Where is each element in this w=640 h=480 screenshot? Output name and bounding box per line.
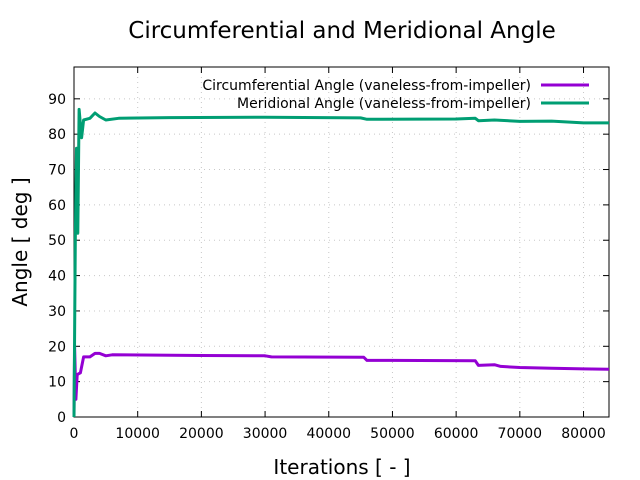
y-tick-label: 30: [48, 304, 66, 320]
x-tick-label: 60000: [434, 426, 479, 442]
legend-label-circumferential: Circumferential Angle (vaneless-from-imp…: [202, 78, 531, 94]
x-tick-label: 80000: [561, 426, 606, 442]
x-tick-label: 40000: [306, 426, 351, 442]
chart-title: Circumferential and Meridional Angle: [128, 18, 555, 44]
y-axis-label: Angle [ deg ]: [8, 177, 32, 306]
series-lines: [72, 107, 610, 418]
y-tick-label: 60: [48, 198, 66, 214]
x-tick-label: 10000: [115, 426, 160, 442]
x-tick-label: 50000: [370, 426, 415, 442]
y-tick-label: 80: [48, 127, 66, 143]
y-tick-label: 40: [48, 269, 66, 285]
series-line-circumferential: [72, 344, 610, 418]
y-tick-label: 10: [48, 375, 66, 391]
grid: [74, 67, 609, 417]
axis-ticks: 0 10 20 30 40 50 60 70 80 90 0 10000 20000 30000 40000…: [48, 67, 609, 442]
x-tick-label: 30000: [243, 426, 288, 442]
y-tick-label: 70: [48, 163, 66, 179]
y-tick-label: 50: [48, 233, 66, 249]
series-line-meridional: [72, 107, 609, 418]
plot-frame: [73, 66, 610, 418]
legend: Circumferential Angle (vaneless-from-imp…: [202, 78, 589, 112]
x-tick-label: 70000: [498, 426, 543, 442]
x-axis-label: Iterations [ - ]: [273, 455, 410, 479]
y-tick-label: 20: [48, 339, 66, 355]
legend-label-meridional: Meridional Angle (vaneless-from-impeller…: [237, 96, 531, 112]
x-tick-label: 0: [70, 426, 79, 442]
x-tick-label: 20000: [179, 426, 224, 442]
y-tick-label: 0: [57, 410, 66, 426]
y-tick-label: 90: [48, 92, 66, 108]
